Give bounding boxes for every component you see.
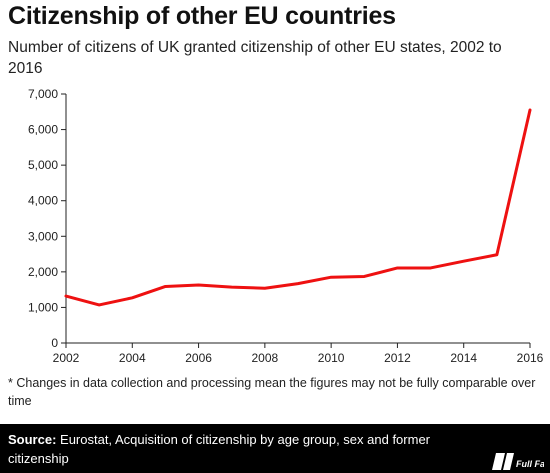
x-tick-label: 2010 — [318, 351, 345, 365]
source-label: Source: — [8, 432, 57, 447]
y-axis: 0 1,000 2,000 3,000 4,000 5,000 6,000 7,000 — [28, 87, 67, 350]
x-tick-label: 2002 — [53, 351, 80, 365]
y-tick-label: 1,000 — [28, 300, 58, 314]
svg-text:Full Fact: Full Fact — [516, 459, 544, 469]
y-tick-label: 7,000 — [28, 87, 58, 101]
footer-bar: Source: Eurostat, Acquisition of citizen… — [0, 424, 550, 473]
y-tick-label: 6,000 — [28, 123, 58, 137]
chart-subtitle: Number of citizens of UK granted citizen… — [8, 39, 502, 77]
y-tick-label: 4,000 — [28, 194, 58, 208]
x-tick-label: 2006 — [185, 351, 212, 365]
full-fact-logo: Full Fact — [492, 453, 544, 470]
source-text: Source: Eurostat, Acquisition of citizen… — [8, 430, 478, 468]
footnote: * Changes in data collection and process… — [8, 376, 536, 408]
x-tick-label: 2004 — [119, 351, 146, 365]
x-axis: 2002 2004 2006 2008 2010 2012 2014 2016 — [53, 342, 544, 365]
x-tick-label: 2014 — [450, 351, 477, 365]
chart-title: Citizenship of other EU countries — [8, 2, 396, 30]
source-body: Eurostat, Acquisition of citizenship by … — [8, 432, 430, 466]
y-tick-label: 5,000 — [28, 158, 58, 172]
line-chart: 0 1,000 2,000 3,000 4,000 5,000 6,000 7,000 200… — [28, 87, 544, 365]
y-tick-label: 3,000 — [28, 229, 58, 243]
series-line — [64, 108, 532, 307]
x-tick-label: 2012 — [384, 351, 411, 365]
y-tick-label: 0 — [51, 336, 58, 350]
y-tick-label: 2,000 — [28, 265, 58, 279]
x-tick-label: 2016 — [517, 351, 544, 365]
series-layer — [64, 108, 532, 307]
x-tick-label: 2008 — [252, 351, 279, 365]
